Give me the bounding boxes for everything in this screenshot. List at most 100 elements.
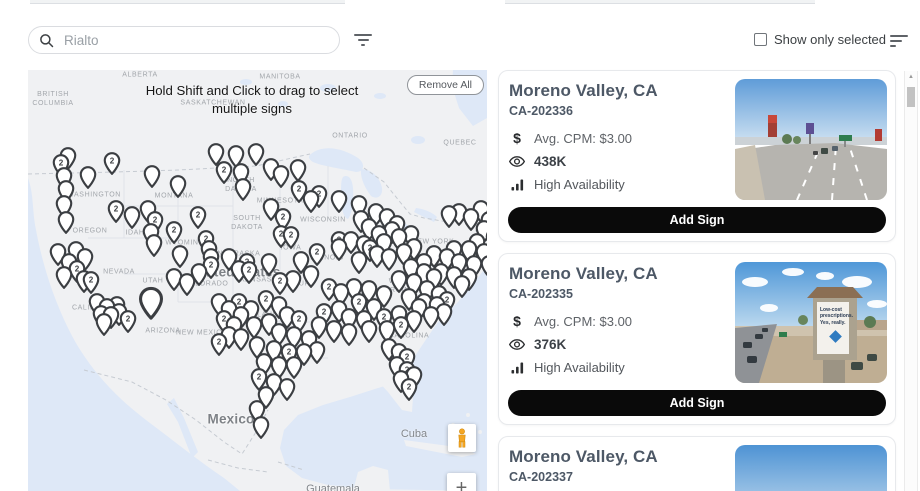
map-pin[interactable]: [310, 316, 328, 340]
map-pin[interactable]: [57, 211, 75, 235]
map-pin[interactable]: [169, 175, 187, 199]
dollar-icon: $: [513, 130, 521, 146]
map-pin[interactable]: [143, 165, 161, 189]
map-pin[interactable]: [462, 208, 480, 232]
map-pin[interactable]: [55, 266, 73, 290]
map-pin[interactable]: [285, 356, 303, 380]
map-pin[interactable]: 2: [82, 271, 100, 295]
map-pin[interactable]: [350, 251, 368, 275]
map-pin[interactable]: 2: [165, 221, 183, 245]
map-pin[interactable]: [390, 270, 408, 294]
add-sign-button[interactable]: Add Sign: [508, 207, 886, 233]
map-pin[interactable]: [342, 231, 360, 255]
map-pin[interactable]: 2: [308, 243, 326, 267]
remove-all-button[interactable]: Remove All: [406, 75, 484, 95]
search-icon: [40, 33, 54, 47]
svg-text:2: 2: [315, 248, 320, 257]
map-pin[interactable]: [302, 265, 320, 289]
map-pin[interactable]: 2: [392, 316, 410, 340]
map-pin[interactable]: [165, 268, 183, 292]
map-pin[interactable]: [405, 310, 423, 334]
views-row: 438K: [509, 154, 885, 169]
map-pin[interactable]: 2: [320, 278, 338, 302]
search-input[interactable]: [62, 31, 329, 49]
sign-card[interactable]: Moreno Valley, CA CA-202337: [498, 436, 896, 491]
map-pin[interactable]: [453, 275, 471, 299]
scrollbar-up-arrow[interactable]: ▲: [908, 74, 914, 80]
map-pin[interactable]: [79, 166, 97, 190]
map-pin[interactable]: [308, 341, 326, 365]
map-pin[interactable]: 2: [215, 161, 233, 185]
dollar-icon: $: [513, 313, 521, 329]
map-pin[interactable]: 2: [290, 180, 308, 204]
svg-text:2: 2: [407, 383, 412, 392]
map-pin[interactable]: [138, 286, 164, 321]
map-pin[interactable]: [422, 306, 440, 330]
map[interactable]: BRITISH COLUMBIA ALBERTA SASKATCHEWAN MANIT…: [28, 70, 487, 491]
views-row: 376K: [509, 337, 885, 352]
sign-card[interactable]: Moreno Valley, CA CA-202336 $ Avg. CPM: …: [498, 70, 896, 242]
map-pin[interactable]: [207, 143, 225, 167]
svg-text:2: 2: [264, 295, 269, 304]
card-title: Moreno Valley, CA: [509, 447, 658, 466]
scrollbar-thumb[interactable]: [907, 87, 915, 107]
map-pin[interactable]: [95, 313, 113, 337]
svg-text:2: 2: [196, 211, 201, 220]
map-pin[interactable]: [330, 190, 348, 214]
map-pin[interactable]: [234, 178, 252, 202]
map-pin[interactable]: [380, 248, 398, 272]
map-pin[interactable]: 2: [107, 200, 125, 224]
map-pin[interactable]: [232, 328, 250, 352]
filter-icon[interactable]: [353, 34, 373, 48]
map-pin[interactable]: [440, 205, 458, 229]
map-pin[interactable]: 2: [400, 378, 418, 402]
map-pin[interactable]: [262, 198, 280, 222]
map-pin[interactable]: 2: [282, 226, 300, 250]
map-pin[interactable]: 2: [189, 206, 207, 230]
show-only-selected[interactable]: Show only selected: [754, 32, 886, 47]
map-pin[interactable]: [278, 378, 296, 402]
add-sign-button[interactable]: Add Sign: [508, 390, 886, 416]
sort-icon[interactable]: [890, 35, 910, 48]
map-pin[interactable]: [123, 206, 141, 230]
map-pin[interactable]: [284, 270, 302, 294]
map-pin[interactable]: [485, 228, 487, 251]
map-pin[interactable]: [360, 320, 378, 344]
sign-card[interactable]: Moreno Valley, CA CA-202335 $ Avg. CPM: …: [498, 253, 896, 425]
map-pin[interactable]: 2: [119, 310, 137, 334]
map-pin[interactable]: [292, 251, 310, 275]
map-pin[interactable]: [171, 245, 189, 269]
map-pin[interactable]: 2: [202, 256, 220, 280]
map-pin[interactable]: 2: [271, 272, 289, 296]
pegman-button[interactable]: [448, 424, 476, 452]
map-pin[interactable]: [340, 323, 358, 347]
map-pin[interactable]: 2: [240, 261, 258, 285]
map-pin[interactable]: [272, 165, 290, 189]
map-pin[interactable]: [368, 245, 386, 269]
svg-text:2: 2: [287, 348, 292, 357]
map-pin[interactable]: [247, 143, 265, 167]
map-pin[interactable]: [325, 320, 343, 344]
map-pin[interactable]: 2: [250, 368, 268, 392]
map-pin[interactable]: [252, 416, 270, 440]
scrollbar-track[interactable]: ▲: [904, 71, 918, 491]
map-pin[interactable]: [330, 238, 348, 262]
map-pin[interactable]: [178, 273, 196, 297]
svg-text:2: 2: [368, 244, 373, 253]
map-pin[interactable]: [145, 234, 163, 258]
map-pin[interactable]: [480, 255, 487, 278]
map-pin[interactable]: [289, 159, 307, 183]
svg-text:2: 2: [114, 205, 119, 214]
map-pin[interactable]: [190, 263, 208, 287]
availability-row: High Availability: [509, 360, 885, 375]
map-pin[interactable]: 2: [103, 152, 121, 176]
map-pin[interactable]: [260, 253, 278, 277]
map-pin[interactable]: 2: [257, 290, 275, 314]
show-only-selected-checkbox[interactable]: [754, 33, 767, 46]
map-pin[interactable]: [278, 306, 296, 330]
search-box[interactable]: [28, 26, 340, 54]
map-pin[interactable]: [435, 303, 453, 327]
zoom-in-button[interactable]: +: [447, 473, 476, 491]
map-pin[interactable]: [302, 190, 320, 214]
map-pin[interactable]: 2: [210, 333, 228, 357]
